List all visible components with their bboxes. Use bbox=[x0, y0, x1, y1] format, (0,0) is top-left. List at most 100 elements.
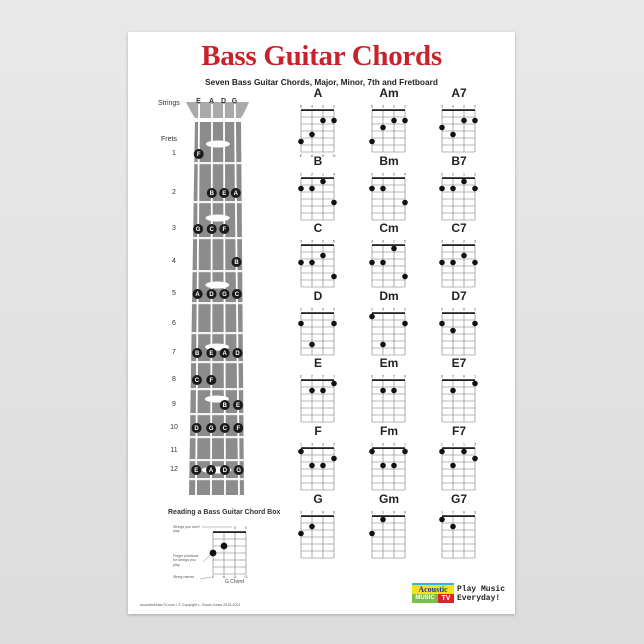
chord-fret-number: 5 bbox=[404, 239, 407, 244]
fret-note-label: G bbox=[222, 292, 227, 298]
chord-finger-dot bbox=[472, 117, 478, 124]
fret-wire bbox=[189, 436, 244, 439]
chord-box-A7: 3 4 2 2 bbox=[439, 104, 478, 153]
chord-fret-number: 0 bbox=[393, 306, 396, 311]
chord-name-Am: Am bbox=[379, 86, 399, 100]
chord-name-F: F bbox=[314, 424, 322, 438]
chord-finger-dot bbox=[320, 462, 326, 469]
legend-pointer bbox=[202, 554, 211, 563]
chord-nut bbox=[372, 109, 405, 111]
chord-finger-dot bbox=[320, 178, 326, 184]
chord-finger-dot bbox=[320, 388, 326, 394]
fret-note-dot bbox=[206, 423, 217, 433]
chord-nut bbox=[301, 109, 334, 111]
legend-strings-dont-play: Strings you don't play bbox=[173, 525, 200, 534]
chord-fret-number: 3 bbox=[441, 104, 444, 109]
chord-fret-number: 2 bbox=[311, 374, 314, 379]
chord-fret-number: 0 bbox=[463, 509, 466, 514]
string-D bbox=[223, 103, 226, 496]
fret-note-label: C bbox=[235, 292, 240, 298]
fret-wire bbox=[192, 270, 243, 273]
chord-nut bbox=[372, 244, 405, 247]
chord-finger-dot bbox=[331, 320, 337, 327]
legend-chord-caption: G Chord bbox=[225, 579, 244, 585]
chord-finger-dot bbox=[402, 448, 408, 455]
chord-fret-number: 1 bbox=[404, 442, 407, 447]
chord-fret-number: 3 bbox=[393, 442, 396, 447]
chord-fret-number: 4 bbox=[404, 171, 407, 176]
chord-box-Bm: 2 2 0 4 bbox=[369, 171, 408, 220]
chord-finger-dot bbox=[380, 462, 386, 469]
chord-finger-dot bbox=[472, 259, 478, 266]
legend-pointer bbox=[199, 576, 212, 580]
chord-fret-number: 1 bbox=[371, 306, 374, 311]
chord-finger-dot bbox=[320, 117, 326, 124]
chord-fret-number: 5 bbox=[382, 306, 385, 311]
muted-string-mark: X bbox=[245, 525, 248, 530]
chord-fret-number: 1 bbox=[463, 442, 466, 447]
chord-fret-number: 0 bbox=[441, 374, 444, 379]
fret-number: 2 bbox=[172, 189, 176, 196]
fret-wire bbox=[192, 302, 243, 305]
chord-box-Gm: 3 1 0 0 bbox=[369, 509, 407, 558]
fret-note-label: A bbox=[209, 468, 214, 474]
string-name-A: A bbox=[209, 98, 214, 105]
strings-label: Strings bbox=[158, 100, 180, 107]
chord-nut bbox=[301, 514, 334, 517]
chord-finger-dot bbox=[309, 185, 315, 191]
fret-note-dot bbox=[233, 423, 244, 433]
poster-subtitle: Seven Bass Guitar Chords, Major, Minor, … bbox=[205, 77, 438, 87]
fret-note-dot bbox=[219, 465, 230, 475]
neck bbox=[189, 118, 244, 495]
chord-name-Em: Em bbox=[379, 356, 399, 371]
fret-note-label: A bbox=[195, 292, 200, 298]
chord-name-Bm: Bm bbox=[379, 153, 399, 168]
fret-note-dot bbox=[219, 400, 230, 410]
fret-number: 10 bbox=[170, 424, 178, 431]
poster-title: Bass Guitar Chords bbox=[201, 40, 442, 72]
chord-fret-number: 1 bbox=[474, 374, 477, 379]
chord-fret-number: 2 bbox=[322, 239, 325, 244]
chord-fret-number: 2 bbox=[474, 442, 477, 447]
chord-finger-dot bbox=[298, 448, 304, 455]
fret-note-dot bbox=[193, 224, 204, 234]
chord-finger-dot bbox=[309, 131, 315, 138]
muted-string-mark: X bbox=[234, 525, 237, 530]
chord-finger-dot bbox=[439, 516, 445, 522]
logo-word-music: MUSIC bbox=[412, 594, 438, 603]
chord-fret-number: 0 bbox=[404, 374, 407, 379]
chord-finger-dot bbox=[331, 199, 337, 205]
chord-fret-number: 0 bbox=[463, 306, 466, 311]
string-A bbox=[210, 103, 213, 496]
fret-note-dot bbox=[206, 375, 217, 385]
chord-name-G7: G7 bbox=[450, 491, 467, 506]
chord-fret-number: 2 bbox=[311, 509, 314, 514]
logo-word-acoustic: Acoustic bbox=[412, 583, 454, 594]
chord-nut bbox=[442, 514, 475, 517]
fret-note-dot bbox=[206, 188, 217, 198]
chord-name-C7: C7 bbox=[451, 221, 467, 236]
chord-fret-number: 3 bbox=[311, 442, 314, 447]
legend-string-name: G bbox=[244, 574, 247, 579]
chord-fret-number: 3 bbox=[441, 239, 444, 244]
fret-note-label: D bbox=[209, 292, 214, 298]
chord-fret-number: 3 bbox=[322, 442, 325, 447]
chord-finger-dot bbox=[380, 124, 386, 131]
footer-copyright: AcousticMusicTV.com • © Copyright L. Bru… bbox=[140, 603, 241, 607]
chord-fret-number: 3 bbox=[371, 509, 374, 514]
chord-fret-number: 2 bbox=[404, 306, 407, 311]
fret-note-dot bbox=[206, 224, 217, 234]
chord-nut bbox=[372, 379, 405, 382]
chord-nut bbox=[213, 531, 246, 533]
fret-note-dot bbox=[191, 375, 202, 385]
fret-note-label: B bbox=[195, 351, 200, 357]
fret-note-dot bbox=[206, 465, 217, 475]
fret-note-label: E bbox=[194, 468, 198, 474]
chord-finger-dot bbox=[461, 448, 467, 455]
chord-fret-number: 2 bbox=[441, 171, 444, 176]
chord-string-name: G bbox=[332, 153, 335, 158]
chord-finger-dot bbox=[402, 273, 408, 280]
fret-number: 12 bbox=[170, 466, 178, 473]
legend-title: Reading a Bass Guitar Chord Box bbox=[168, 509, 281, 516]
nut bbox=[195, 118, 241, 122]
